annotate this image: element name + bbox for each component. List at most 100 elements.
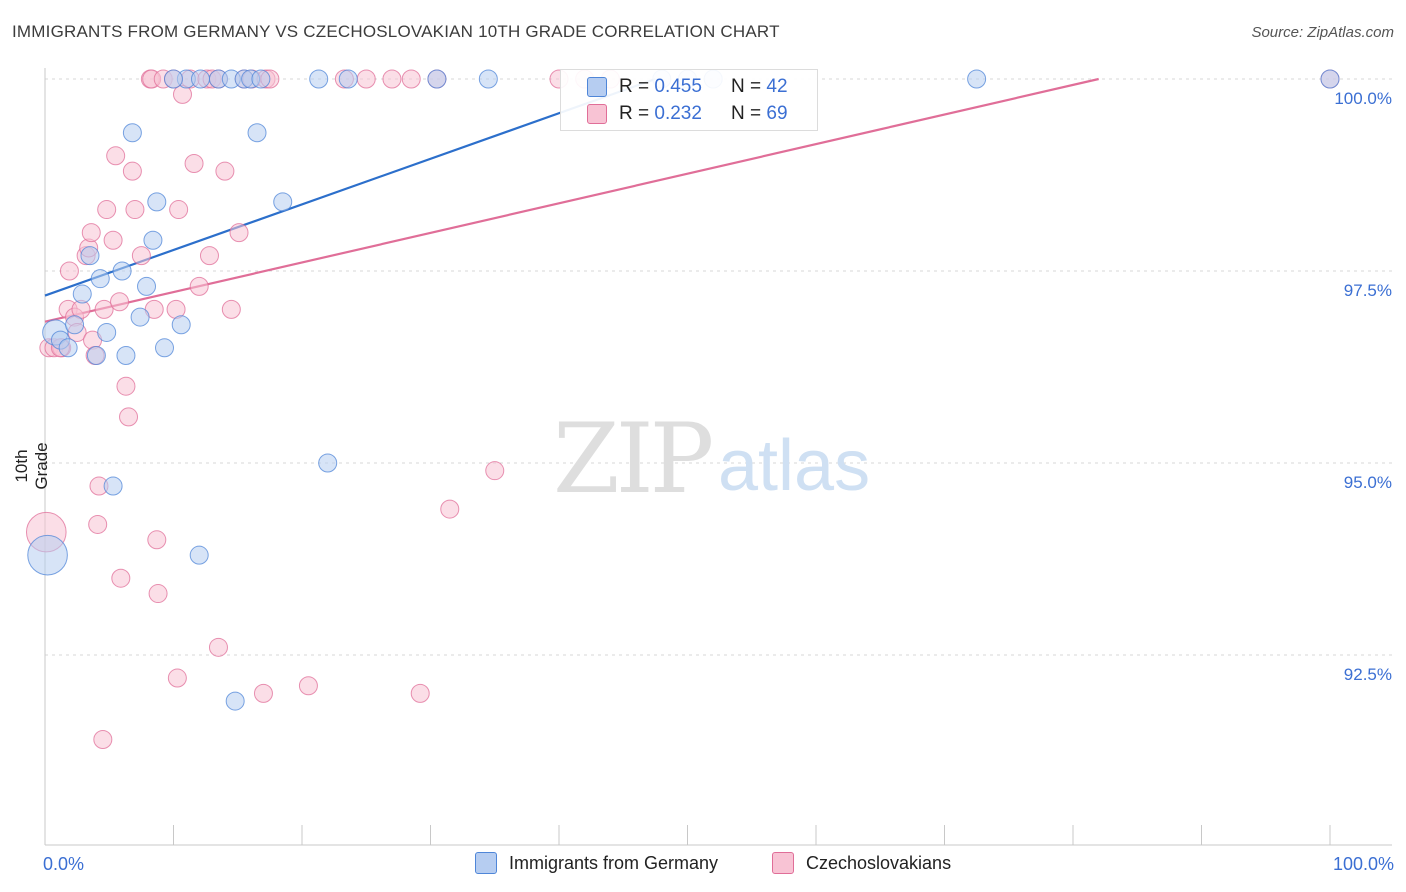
bottom-legend-germany: Immigrants from Germany xyxy=(475,852,718,874)
data-point-germany xyxy=(72,284,92,304)
data-point-germany xyxy=(318,453,338,473)
data-point-czechoslovakians xyxy=(221,299,241,319)
data-points xyxy=(25,69,1340,749)
legend-r-label: R = xyxy=(619,103,650,124)
data-point-czechoslovakians xyxy=(148,584,168,604)
x-tick-label-min: 0.0% xyxy=(43,854,84,874)
data-point-germany xyxy=(967,69,987,89)
y-tick-label: 100.0% xyxy=(1334,89,1392,108)
legend-n-value-czechoslovakians: 69 xyxy=(766,103,788,124)
y-tick-label: 92.5% xyxy=(1344,665,1392,684)
data-point-czechoslovakians xyxy=(88,514,108,534)
bottom-legend-label-germany: Immigrants from Germany xyxy=(509,852,719,873)
watermark-atlas: atlas xyxy=(718,426,870,506)
data-point-germany xyxy=(147,192,167,212)
data-point-germany xyxy=(112,261,132,281)
data-point-czechoslovakians xyxy=(93,729,113,749)
y-axis-label: 10th Grade xyxy=(12,442,51,490)
watermark: ZIP atlas xyxy=(553,403,870,515)
y-tick-label: 95.0% xyxy=(1344,473,1392,492)
legend-r-value-germany: 0.455 xyxy=(654,76,702,97)
legend-n-value-germany: 42 xyxy=(766,76,788,97)
bottom-legend-swatch-czechoslovakians xyxy=(772,852,794,874)
data-point-czechoslovakians xyxy=(440,499,460,519)
data-point-czechoslovakians xyxy=(382,69,402,89)
data-point-germany xyxy=(97,322,117,342)
data-point-germany xyxy=(58,338,78,358)
data-point-czechoslovakians xyxy=(199,246,219,266)
data-point-germany xyxy=(273,192,293,212)
data-point-czechoslovakians xyxy=(111,568,131,588)
data-point-germany xyxy=(164,69,183,89)
data-point-czechoslovakians xyxy=(208,637,228,657)
data-point-czechoslovakians xyxy=(401,69,421,89)
bottom-legend-label-czechoslovakians: Czechoslovakians xyxy=(806,852,952,873)
trend-line-czechoslovakians xyxy=(44,77,1099,323)
legend-n-label: N = xyxy=(731,103,762,124)
data-point-germany xyxy=(171,315,191,335)
data-point-czechoslovakians xyxy=(184,153,204,173)
data-point-czechoslovakians xyxy=(97,200,117,220)
data-point-germany xyxy=(122,123,142,143)
data-point-czechoslovakians xyxy=(169,200,189,220)
data-point-germany xyxy=(143,230,163,250)
data-point-germany xyxy=(247,123,267,143)
data-point-germany xyxy=(225,691,245,711)
data-point-germany xyxy=(65,315,85,335)
data-point-czechoslovakians xyxy=(110,292,130,312)
data-point-germany xyxy=(155,338,175,358)
data-point-czechoslovakians xyxy=(59,261,79,281)
data-point-czechoslovakians xyxy=(298,676,318,696)
legend-r-label: R = xyxy=(619,76,650,97)
legend-r-value-czechoslovakians: 0.232 xyxy=(654,103,702,124)
x-tick-label-max: 100.0% xyxy=(1333,854,1394,874)
legend-n-label: N = xyxy=(731,76,762,97)
data-point-germany xyxy=(338,69,358,89)
bottom-legend-czechoslovakians: Czechoslovakians xyxy=(772,852,951,874)
data-point-czechoslovakians xyxy=(125,200,145,220)
data-point-germany xyxy=(478,69,498,89)
grid-lines xyxy=(45,78,1392,656)
data-point-germany xyxy=(86,345,106,365)
data-point-germany xyxy=(137,276,157,296)
data-point-germany xyxy=(309,69,329,89)
data-point-germany xyxy=(427,69,447,89)
data-point-czechoslovakians xyxy=(167,668,187,688)
data-point-czechoslovakians xyxy=(229,223,249,243)
data-point-germany xyxy=(251,69,271,89)
data-point-czechoslovakians xyxy=(106,146,126,166)
data-point-czechoslovakians xyxy=(215,161,235,181)
data-point-germany xyxy=(190,69,210,89)
data-point-czechoslovakians xyxy=(131,246,151,266)
data-point-germany xyxy=(130,307,150,327)
legend-swatch-germany xyxy=(587,77,607,97)
tick-labels: 100.0% 97.5% 95.0% 92.5% 0.0% 100.0% xyxy=(43,89,1394,874)
data-point-czechoslovakians xyxy=(189,276,209,296)
watermark-zip: ZIP xyxy=(553,403,712,515)
data-point-czechoslovakians xyxy=(103,230,123,250)
chart-title: IMMIGRANTS FROM GERMANY VS CZECHOSLOVAKI… xyxy=(12,22,780,41)
data-point-germany xyxy=(90,269,110,289)
data-point-germany xyxy=(1320,69,1340,89)
data-point-germany xyxy=(103,476,123,496)
correlation-legend: R = 0.455 N = 42 R = 0.232 N = 69 xyxy=(560,69,818,131)
data-point-czechoslovakians xyxy=(356,69,376,89)
data-point-czechoslovakians xyxy=(119,407,139,427)
data-point-czechoslovakians xyxy=(122,161,142,181)
data-point-germany xyxy=(116,345,136,365)
data-point-czechoslovakians xyxy=(253,683,273,703)
y-tick-label: 97.5% xyxy=(1344,281,1392,300)
data-point-czechoslovakians xyxy=(410,683,430,703)
data-point-czechoslovakians xyxy=(81,223,101,243)
bottom-legend-swatch-germany xyxy=(475,852,497,874)
data-point-czechoslovakians xyxy=(94,299,114,319)
data-point-czechoslovakians xyxy=(116,376,136,396)
data-point-czechoslovakians xyxy=(147,530,167,550)
data-point-germany xyxy=(80,246,100,266)
data-point-czechoslovakians xyxy=(485,461,505,481)
source-label: Source: ZipAtlas.com xyxy=(1251,24,1394,41)
axes xyxy=(44,68,1392,846)
data-point-germany xyxy=(27,534,68,576)
data-point-germany xyxy=(189,545,209,565)
